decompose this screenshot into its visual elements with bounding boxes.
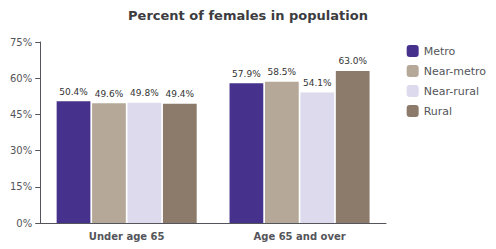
svg-text:Near-rural: Near-rural xyxy=(424,85,479,98)
svg-text:Metro: Metro xyxy=(424,45,456,58)
svg-text:Near-metro: Near-metro xyxy=(424,65,487,78)
svg-text:63.0%: 63.0% xyxy=(338,56,367,66)
svg-text:Rural: Rural xyxy=(424,105,452,118)
svg-text:Under age 65: Under age 65 xyxy=(89,231,165,242)
svg-text:Percent of females in populati: Percent of females in population xyxy=(128,8,368,23)
svg-text:49.6%: 49.6% xyxy=(95,89,124,99)
svg-text:57.9%: 57.9% xyxy=(232,69,261,79)
svg-text:75%: 75% xyxy=(10,37,32,48)
svg-text:45%: 45% xyxy=(10,109,32,120)
svg-text:15%: 15% xyxy=(10,181,32,192)
svg-text:49.8%: 49.8% xyxy=(130,88,159,98)
svg-text:Age 65 and over: Age 65 and over xyxy=(253,231,345,242)
svg-text:50.4%: 50.4% xyxy=(59,87,88,97)
svg-text:60%: 60% xyxy=(10,73,32,84)
svg-text:49.4%: 49.4% xyxy=(166,89,195,99)
svg-text:54.1%: 54.1% xyxy=(303,78,332,88)
svg-text:30%: 30% xyxy=(10,145,32,156)
svg-text:0%: 0% xyxy=(16,218,32,229)
svg-text:58.5%: 58.5% xyxy=(268,67,297,77)
